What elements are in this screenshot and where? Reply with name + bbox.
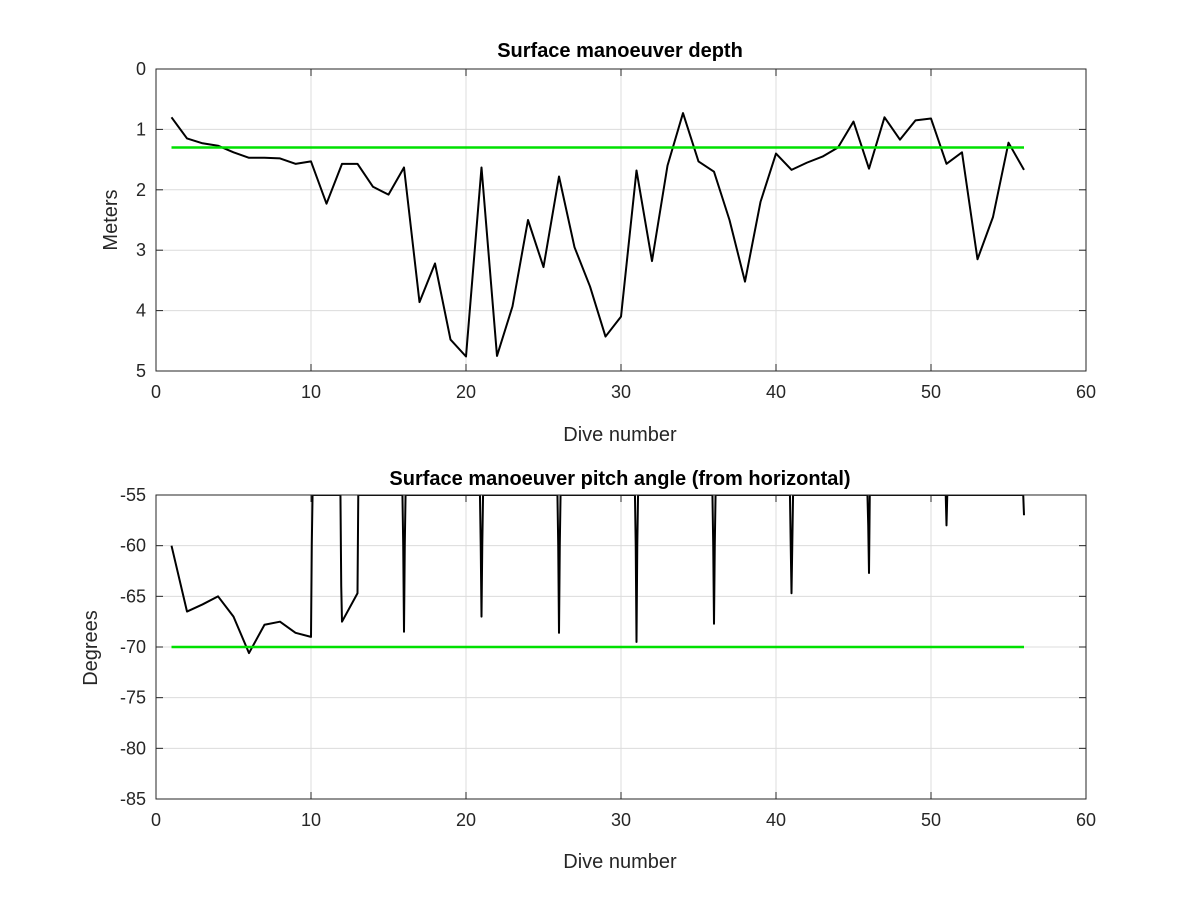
pitch-plot-y-tick-label: -75 xyxy=(120,688,146,708)
pitch-plot-x-tick-label: 0 xyxy=(151,810,161,830)
pitch-plot-x-tick-label: 20 xyxy=(456,810,476,830)
depth-plot-x-tick-label: 50 xyxy=(921,382,941,402)
pitch-plot-y-tick-label: -70 xyxy=(120,637,146,657)
pitch-plot: Surface manoeuver pitch angle (from hori… xyxy=(80,468,1096,873)
depth-plot-x-tick-label: 60 xyxy=(1076,382,1096,402)
pitch-plot-y-tick-label: -55 xyxy=(120,485,146,505)
pitch-plot-y-tick-label: -65 xyxy=(120,586,146,606)
pitch-plot-data-line xyxy=(170,495,1025,655)
depth-plot-x-tick-label: 40 xyxy=(766,382,786,402)
depth-plot-x-tick-label: 0 xyxy=(151,382,161,402)
pitch-plot-x-tick-label: 30 xyxy=(611,810,631,830)
pitch-plot-x-tick-label: 10 xyxy=(301,810,321,830)
depth-plot-xlabel: Dive number xyxy=(563,424,677,446)
depth-plot-y-tick-label: 3 xyxy=(136,240,146,260)
depth-plot-series-group xyxy=(170,112,1025,358)
pitch-plot-series-group xyxy=(170,495,1025,655)
depth-plot-ylabel: Meters xyxy=(100,189,122,250)
pitch-plot-ylabel: Degrees xyxy=(80,610,102,686)
pitch-plot-y-tick-label: -60 xyxy=(120,536,146,556)
pitch-plot-title: Surface manoeuver pitch angle (from hori… xyxy=(389,468,850,490)
depth-plot-x-tick-label: 30 xyxy=(611,382,631,402)
pitch-plot-x-tick-label: 50 xyxy=(921,810,941,830)
depth-plot-y-tick-label: 5 xyxy=(136,361,146,381)
depth-plot-y-tick-label: 4 xyxy=(136,301,146,321)
depth-plot-x-tick-label: 10 xyxy=(301,382,321,402)
depth-plot-data-line xyxy=(170,112,1025,358)
depth-plot-x-tick-label: 20 xyxy=(456,382,476,402)
pitch-plot-y-tick-label: -85 xyxy=(120,789,146,809)
depth-plot: Surface manoeuver depth Dive number Mete… xyxy=(100,40,1096,446)
depth-plot-axes-frame xyxy=(155,68,1087,372)
pitch-plot-x-tick-label: 60 xyxy=(1076,810,1096,830)
pitch-plot-ticks: 0 10 20 30 40 50 60 -55 -60 -65 -70 -75 -80 -85 xyxy=(120,485,1096,830)
depth-plot-title: Surface manoeuver depth xyxy=(497,40,743,62)
depth-plot-y-tick-label: 2 xyxy=(136,180,146,200)
depth-plot-ticks: 0 10 20 30 40 50 60 0 1 2 3 4 5 xyxy=(136,59,1096,402)
pitch-plot-axes-frame xyxy=(155,494,1087,800)
depth-plot-y-tick-label: 1 xyxy=(136,119,146,139)
pitch-plot-xlabel: Dive number xyxy=(563,851,677,873)
pitch-plot-x-tick-label: 40 xyxy=(766,810,786,830)
depth-plot-grid xyxy=(156,69,1086,371)
pitch-plot-y-tick-label: -80 xyxy=(120,738,146,758)
depth-plot-y-tick-label: 0 xyxy=(136,59,146,79)
